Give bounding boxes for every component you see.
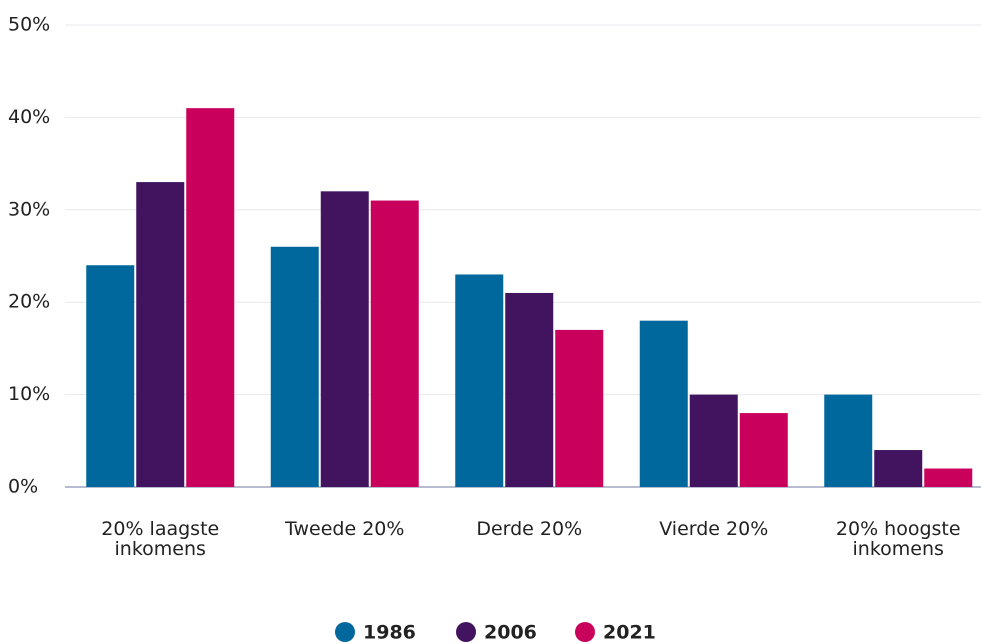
bar <box>86 265 135 487</box>
bar <box>739 413 788 487</box>
y-tick-label: 40% <box>8 106 50 128</box>
y-tick-label: 20% <box>8 291 50 313</box>
x-tick-label: 20% laagste inkomens <box>101 518 220 560</box>
bar <box>924 468 973 487</box>
bar <box>270 246 319 487</box>
legend-swatch <box>335 622 355 642</box>
y-tick-label: 10% <box>8 383 50 405</box>
bar <box>505 292 554 487</box>
y-tick-label: 30% <box>8 198 50 220</box>
bar <box>555 329 604 487</box>
bar <box>320 191 369 487</box>
x-tick-label: Vierde 20% <box>659 518 769 540</box>
bar <box>824 394 873 487</box>
bar <box>874 450 923 487</box>
bar <box>455 274 504 487</box>
bar <box>186 108 235 487</box>
legend-label: 2021 <box>603 622 656 644</box>
legend-swatch <box>575 622 595 642</box>
bar <box>136 182 185 487</box>
x-tick-label: 20% hoogste inkomens <box>835 518 961 560</box>
y-tick-label: 50% <box>8 14 50 36</box>
legend-label: 1986 <box>363 622 416 644</box>
x-tick-label: Tweede 20% <box>285 518 405 540</box>
y-tick-label: 0% <box>8 476 38 498</box>
legend-swatch <box>456 622 476 642</box>
legend-label: 2006 <box>484 622 537 644</box>
x-tick-label: Derde 20% <box>476 518 583 540</box>
bar <box>370 200 419 487</box>
bar <box>639 320 688 487</box>
bar <box>689 394 738 487</box>
